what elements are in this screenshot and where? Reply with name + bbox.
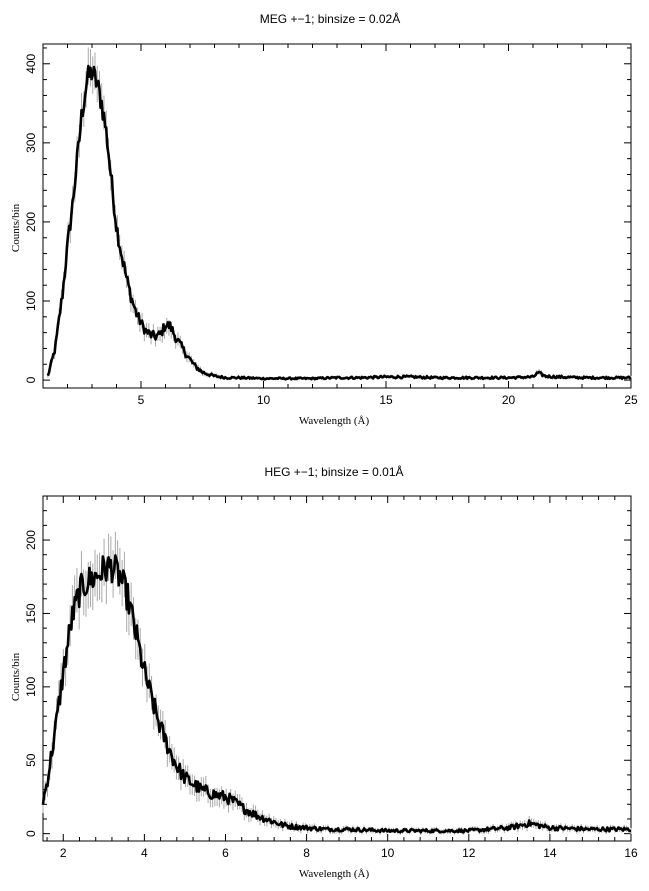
- heg-panel: HEG +−1; binsize = 0.01Å 2 4 6 8 10 12 14 16 0 50…: [10, 464, 638, 880]
- meg-y-tick-label: 200: [24, 212, 38, 232]
- meg-y-axis-label: Counts/bin: [10, 203, 22, 252]
- heg-y-tick-label: 200: [24, 530, 38, 550]
- heg-y-tick-label: 50: [24, 753, 38, 767]
- heg-x-tick-label: 4: [141, 846, 148, 860]
- heg-x-tick-label: 8: [303, 846, 310, 860]
- heg-error-bars: [42, 531, 632, 835]
- heg-plot-area: 2 4 6 8 10 12 14 16 0 50 100 150 200: [24, 495, 638, 860]
- meg-panel: MEG +−1; binsize = 0.02Å 5 10 15 20 25 0 100 20…: [10, 11, 638, 427]
- meg-spectrum-line: [46, 64, 632, 381]
- heg-frame: [42, 495, 632, 842]
- meg-x-tick-label: 10: [257, 393, 271, 407]
- heg-y-tick-label: 100: [24, 677, 38, 697]
- meg-x-tick-label: 20: [502, 393, 516, 407]
- meg-y-tick-label: 0: [24, 376, 38, 383]
- heg-x-tick-label: 14: [543, 846, 557, 860]
- meg-y-tick-label: 400: [24, 53, 38, 73]
- heg-y-tick-label: 0: [24, 830, 38, 837]
- meg-title: MEG +−1; binsize = 0.02Å: [260, 11, 400, 26]
- heg-title: HEG +−1; binsize = 0.01Å: [264, 464, 403, 479]
- meg-x-axis-label: Wavelength (Å): [299, 415, 370, 427]
- meg-y-tick-label: 100: [24, 291, 38, 311]
- meg-error-bars: [47, 47, 632, 381]
- heg-x-axis-label: Wavelength (Å): [299, 868, 370, 880]
- meg-frame: [42, 43, 632, 389]
- meg-x-tick-label: 5: [138, 393, 145, 407]
- heg-x-tick-label: 6: [222, 846, 229, 860]
- heg-spectrum-line: [41, 554, 632, 834]
- meg-x-tick-label: 25: [624, 393, 638, 407]
- heg-x-tick-label: 16: [624, 846, 638, 860]
- heg-x-tick-label: 2: [60, 846, 67, 860]
- heg-x-tick-label: 10: [381, 846, 395, 860]
- meg-x-tick-label: 15: [379, 393, 393, 407]
- heg-y-axis-label: Counts/bin: [10, 652, 22, 701]
- meg-plot-area: 5 10 15 20 25 0 100 200 300 400: [24, 43, 638, 407]
- meg-y-tick-label: 300: [24, 133, 38, 153]
- heg-x-tick-label: 12: [462, 846, 476, 860]
- heg-y-tick-label: 150: [24, 603, 38, 623]
